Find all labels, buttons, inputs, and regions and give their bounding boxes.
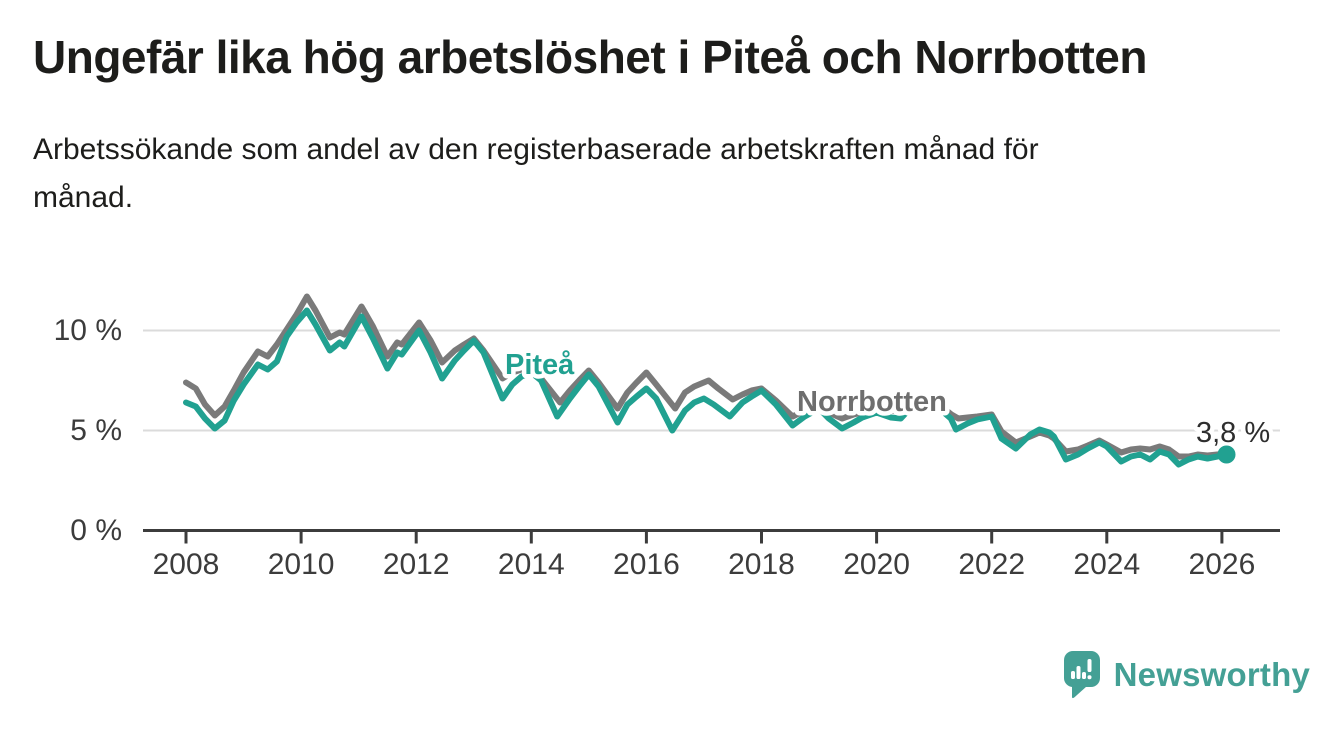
x-axis-tick-label: 2016	[613, 548, 680, 581]
newsworthy-logo-text: Newsworthy	[1113, 656, 1310, 693]
x-axis-tick-label: 2026	[1189, 548, 1256, 581]
chart-subtitle: Arbetssökande som andel av den registerb…	[33, 133, 1039, 214]
x-axis-tick-label: 2014	[498, 548, 565, 581]
x-axis-tick-label: 2022	[958, 548, 1025, 581]
x-axis-tick-label: 2024	[1073, 548, 1140, 581]
x-axis-tick-label: 2020	[843, 548, 910, 581]
y-axis-tick-label: 5 %	[70, 414, 122, 447]
series-line-pitea	[183, 307, 1230, 468]
end-point-dot	[1217, 445, 1236, 464]
y-axis-tick-label: 10 %	[54, 314, 122, 347]
end-value-label: 3,8 %	[1196, 417, 1270, 449]
x-axis-tick-label: 2018	[728, 548, 795, 581]
newsworthy-logo-icon	[1063, 651, 1100, 699]
newsworthy-logo: Newsworthy	[1063, 650, 1310, 700]
series-line-norrbotten	[183, 293, 1230, 460]
x-axis-tick-label: 2012	[383, 548, 450, 581]
chart-title: Ungefär lika hög arbetslöshet i Piteå oc…	[33, 31, 1147, 83]
y-axis-tick-label: 0 %	[70, 514, 122, 547]
series-label-norrbotten: Norrbotten	[797, 386, 947, 418]
x-axis-tick-label: 2010	[268, 548, 335, 581]
series-label-pitea: Piteå	[505, 349, 575, 381]
x-axis-tick-label: 2008	[153, 548, 220, 581]
